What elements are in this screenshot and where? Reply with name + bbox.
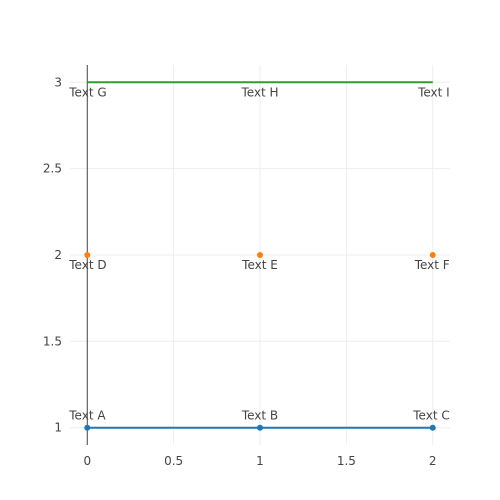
data-point [429, 424, 436, 431]
x-tick-label: 1 [256, 454, 264, 468]
data-label: Text F [414, 258, 450, 272]
x-tick-label: 1.5 [337, 454, 356, 468]
y-tick-label: 2.5 [43, 162, 62, 176]
x-tick-label: 0.5 [164, 454, 183, 468]
data-point [429, 252, 436, 258]
y-tick-label: 2 [54, 248, 62, 262]
data-label: Text B [241, 409, 278, 423]
data-point [257, 424, 263, 431]
data-point [257, 252, 263, 258]
data-point [84, 424, 91, 431]
series-2: Text G Text H Text I [68, 81, 450, 99]
y-tick-label: 1 [54, 421, 62, 435]
x-tick-label: 2 [429, 454, 437, 468]
series-0: Text A Text B Text C [68, 409, 450, 431]
data-label: Text G [68, 85, 106, 99]
data-label: Text C [412, 409, 449, 423]
data-label: Text I [417, 85, 450, 99]
data-point [84, 252, 91, 258]
x-tick-label: 0 [83, 454, 91, 468]
data-label: Text A [68, 409, 106, 423]
y-tick-label: 1.5 [43, 334, 62, 348]
data-label: Text H [240, 85, 278, 99]
tick-labels: 0 0.5 1 1.5 2 1 1.5 2 2.5 3 [43, 75, 437, 468]
data-label: Text E [241, 258, 278, 272]
series-1: Text D Text E Text F [68, 252, 450, 272]
data-label: Text D [68, 258, 106, 272]
y-tick-label: 3 [54, 75, 62, 89]
